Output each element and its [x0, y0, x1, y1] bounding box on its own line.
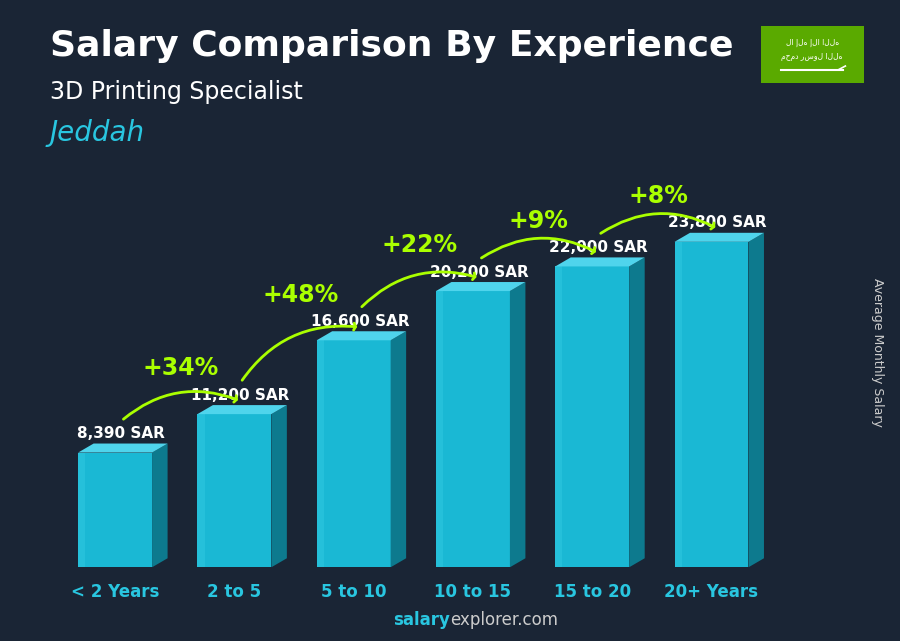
Text: لا إله إلا الله: لا إله إلا الله — [786, 38, 839, 47]
Polygon shape — [197, 414, 272, 567]
Polygon shape — [78, 453, 152, 567]
Text: 11,200 SAR: 11,200 SAR — [192, 388, 290, 403]
Polygon shape — [674, 233, 764, 242]
Text: 3D Printing Specialist: 3D Printing Specialist — [50, 80, 302, 104]
Text: محمد رسول الله: محمد رسول الله — [781, 52, 843, 61]
Polygon shape — [436, 291, 510, 567]
Text: +8%: +8% — [628, 184, 688, 208]
Text: Salary Comparison By Experience: Salary Comparison By Experience — [50, 29, 733, 63]
Text: 20,200 SAR: 20,200 SAR — [430, 265, 528, 279]
Polygon shape — [749, 233, 764, 567]
Text: +9%: +9% — [508, 209, 569, 233]
Polygon shape — [391, 331, 406, 567]
Polygon shape — [436, 282, 526, 291]
Text: +34%: +34% — [143, 356, 219, 381]
Text: 23,800 SAR: 23,800 SAR — [669, 215, 767, 230]
Polygon shape — [555, 258, 644, 267]
Text: Jeddah: Jeddah — [50, 119, 145, 147]
Polygon shape — [317, 340, 324, 567]
Polygon shape — [197, 414, 204, 567]
Text: 16,600 SAR: 16,600 SAR — [310, 314, 410, 329]
Text: explorer.com: explorer.com — [450, 612, 558, 629]
Polygon shape — [555, 267, 562, 567]
Text: Average Monthly Salary: Average Monthly Salary — [871, 278, 884, 427]
Text: 8,390 SAR: 8,390 SAR — [77, 426, 166, 441]
Text: salary: salary — [393, 612, 450, 629]
Polygon shape — [317, 331, 406, 340]
Text: 22,000 SAR: 22,000 SAR — [549, 240, 648, 255]
Polygon shape — [197, 405, 287, 414]
Polygon shape — [317, 340, 391, 567]
Text: +48%: +48% — [262, 283, 338, 306]
Polygon shape — [78, 453, 86, 567]
Polygon shape — [629, 258, 644, 567]
Polygon shape — [674, 242, 749, 567]
Polygon shape — [555, 267, 629, 567]
Polygon shape — [272, 405, 287, 567]
Polygon shape — [436, 291, 443, 567]
Polygon shape — [152, 444, 167, 567]
Polygon shape — [674, 242, 681, 567]
Polygon shape — [78, 444, 167, 453]
Polygon shape — [510, 282, 526, 567]
Text: +22%: +22% — [382, 233, 457, 258]
